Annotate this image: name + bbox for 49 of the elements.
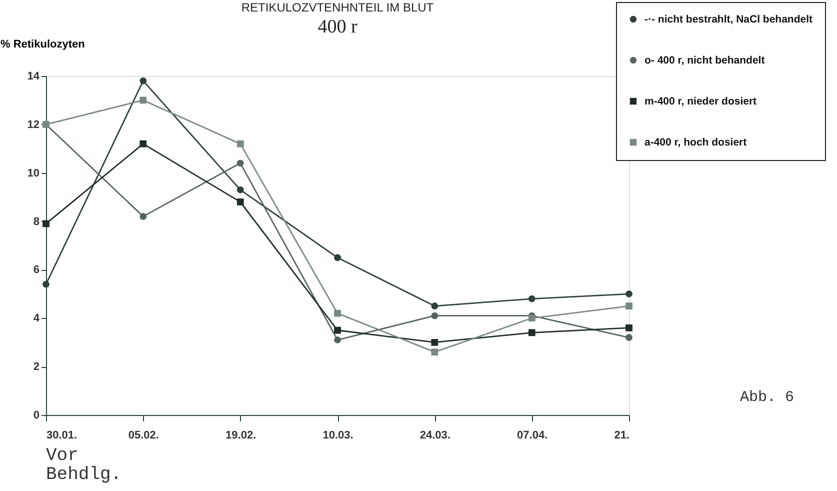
- point: [334, 310, 341, 317]
- point: [431, 312, 438, 320]
- x-tick-label: 24.03.: [420, 430, 450, 442]
- legend-label: -·- nicht bestrahlt, NaCl behandelt: [644, 13, 814, 26]
- x-tick-label: 05.02.: [128, 430, 159, 442]
- y-tick-label: 12: [27, 118, 40, 131]
- point: [140, 77, 147, 84]
- point: [528, 329, 536, 336]
- point: [528, 314, 536, 322]
- point: [236, 140, 244, 148]
- x-tick-label: 19.02.: [226, 430, 256, 442]
- x-tick-label: 10.03.: [322, 430, 354, 442]
- chart-title: RETIKULOZVTENHNTEIL IM BLUT: [241, 0, 434, 14]
- point: [334, 326, 341, 334]
- point: [236, 198, 244, 206]
- point: [42, 280, 50, 288]
- y-tick-label: 6: [33, 264, 40, 276]
- point: [626, 324, 632, 332]
- legend-label: m-400 r, nieder dosiert: [644, 95, 758, 108]
- y-axis-title: % Retikulozyten: [0, 38, 86, 50]
- x-tick-label: 21.: [614, 430, 630, 442]
- point: [431, 339, 438, 346]
- point: [140, 140, 147, 148]
- y-tick-label: 8: [33, 216, 40, 228]
- point: [626, 290, 632, 298]
- point: [528, 295, 536, 302]
- point: [626, 302, 632, 310]
- point: [626, 334, 632, 341]
- point: [140, 213, 147, 220]
- y-tick-label: 14: [27, 70, 40, 82]
- point: [42, 220, 50, 228]
- point: [140, 96, 147, 104]
- y-tick-label: 2: [33, 361, 40, 374]
- y-tick-label: 4: [33, 312, 40, 325]
- point: [334, 254, 341, 261]
- x-tick-label: 07.04.: [517, 430, 548, 442]
- y-tick-label: 0: [33, 410, 40, 422]
- point: [431, 348, 438, 356]
- x-tick-label: 30.01.: [46, 430, 78, 442]
- chart-subtitle: 400 r: [318, 16, 358, 38]
- point: [334, 336, 341, 344]
- legend-label: o- 400 r, nicht behandelt: [644, 54, 766, 66]
- caption: Abb. 6: [740, 389, 794, 406]
- legend-label: a-400 r, hoch dosiert: [644, 136, 748, 148]
- point: [236, 160, 244, 167]
- point: [431, 302, 438, 310]
- text: Vor Behdlg.: [46, 446, 122, 485]
- y-tick-label: 10: [27, 167, 40, 180]
- point: [236, 186, 244, 194]
